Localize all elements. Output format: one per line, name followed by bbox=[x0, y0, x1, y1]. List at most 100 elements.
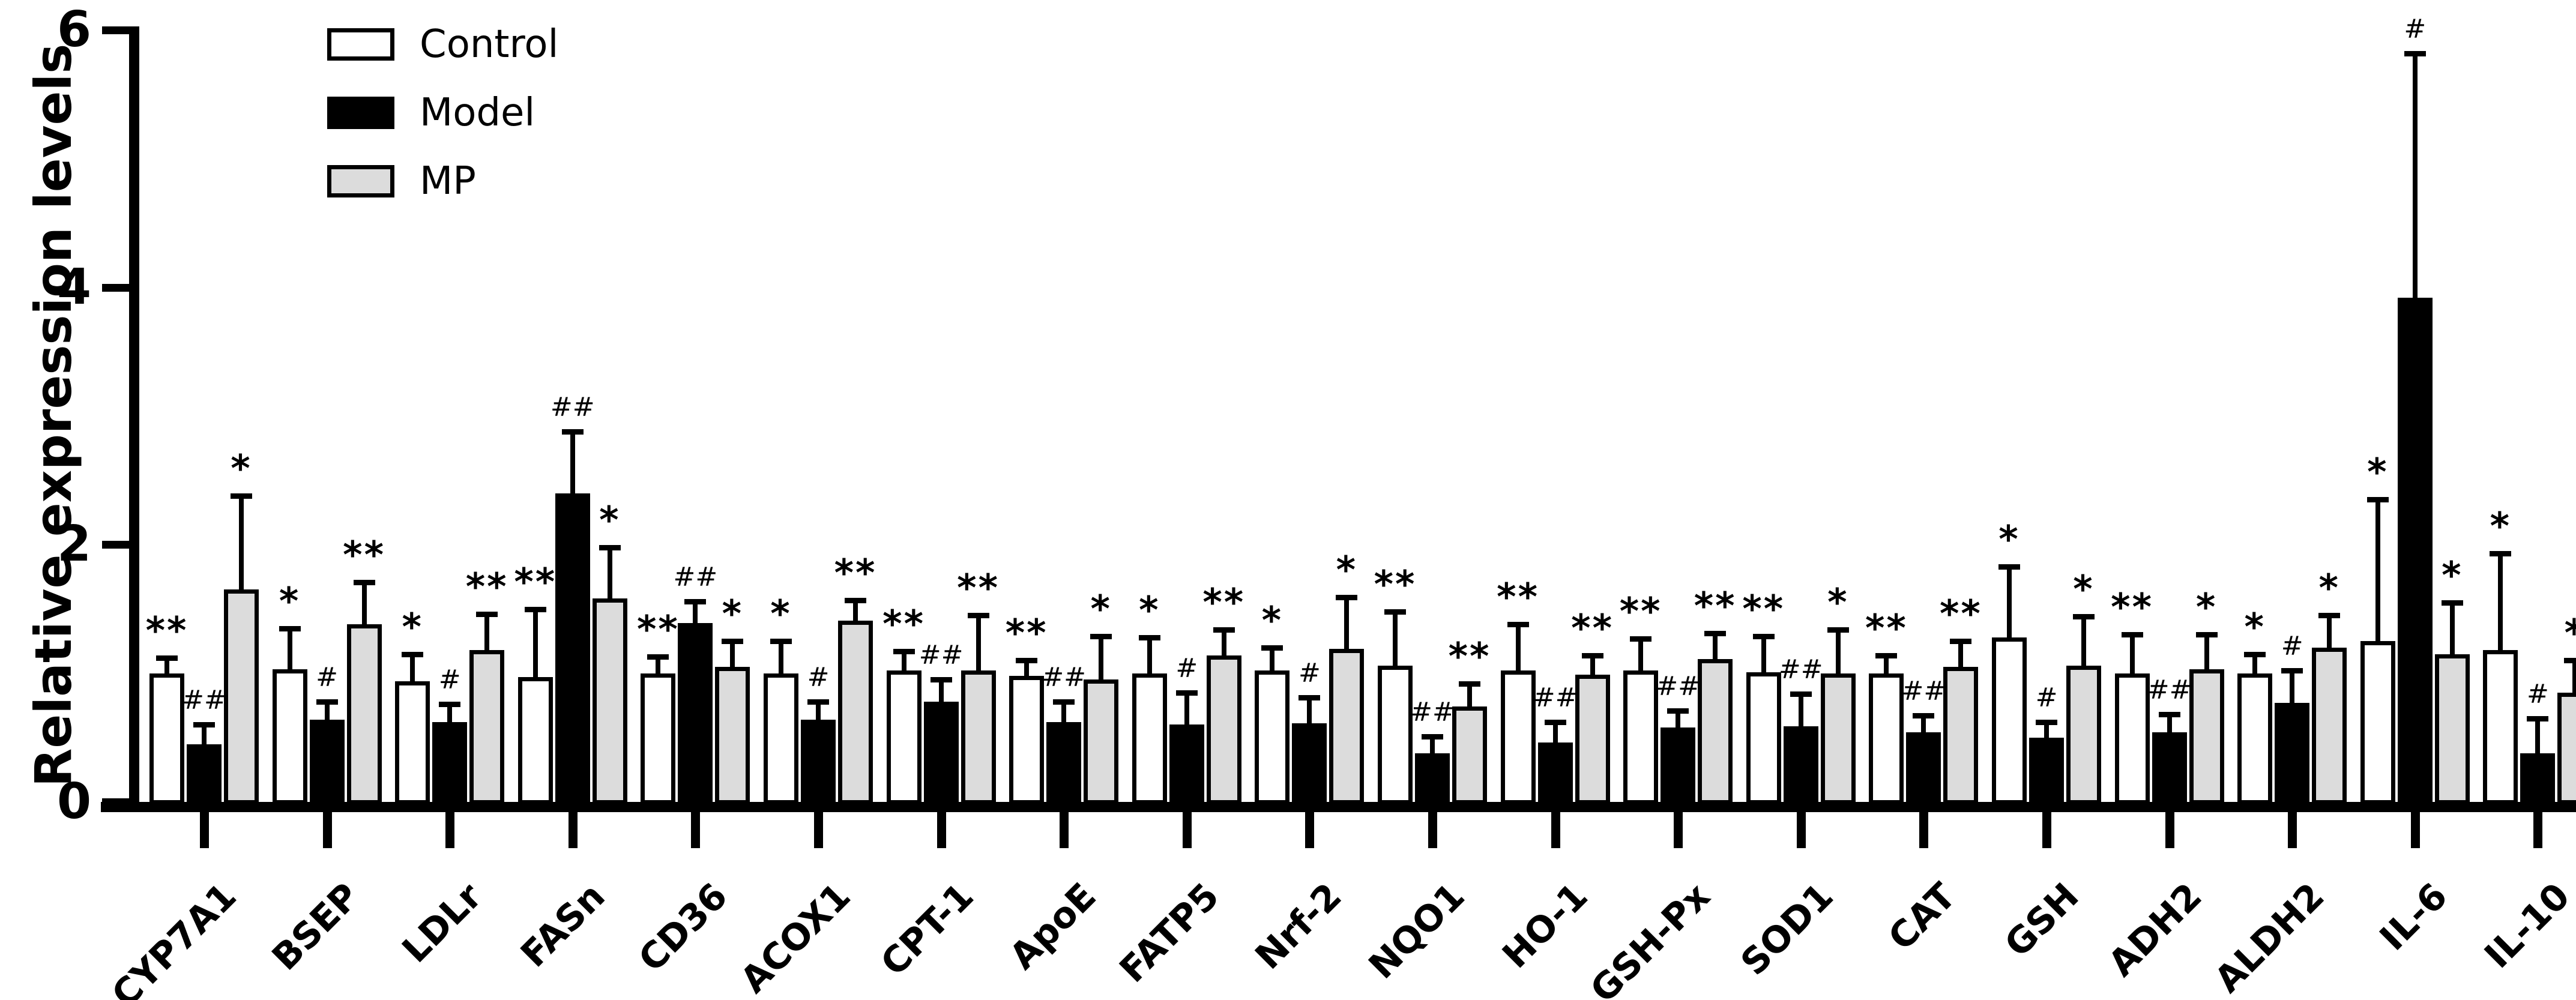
bar-model-SOD1 bbox=[1783, 726, 1818, 804]
legend-swatch-model bbox=[327, 97, 394, 129]
y-tick-label-2: 2 bbox=[56, 516, 91, 573]
x-axis-line bbox=[101, 802, 2576, 812]
error-cap-model-FATP5 bbox=[1175, 690, 1198, 696]
error-cap-mp-CAT bbox=[1950, 639, 1972, 645]
bar-control-ApoE bbox=[1009, 675, 1045, 804]
bar-mp-CD36 bbox=[715, 666, 750, 804]
error-bar-control-BSEP bbox=[287, 628, 292, 684]
annotation-model-Nrf-2: # bbox=[1298, 658, 1321, 689]
annotation-model-NQO1: ## bbox=[1410, 696, 1455, 727]
annotation-mp-GSH: * bbox=[2073, 567, 2095, 612]
annotation-model-BSEP: # bbox=[316, 661, 339, 693]
y-tick-label-0: 0 bbox=[56, 773, 91, 830]
error-bar-model-HO-1 bbox=[1552, 722, 1558, 758]
error-cap-control-CPT-1 bbox=[893, 649, 915, 655]
error-bar-model-GSH bbox=[2044, 722, 2049, 752]
legend-label-control: Control bbox=[420, 22, 559, 67]
bar-model-IL-10 bbox=[2520, 753, 2556, 804]
error-bar-model-GSH-Px bbox=[1676, 710, 1681, 742]
annotation-model-CYP7A1: ## bbox=[182, 685, 226, 716]
legend-item-control: Control bbox=[327, 17, 558, 72]
x-axis-group-tick bbox=[1428, 807, 1437, 848]
annotation-mp-GSH-Px: ** bbox=[1694, 584, 1737, 628]
x-axis-group-tick bbox=[1796, 807, 1806, 848]
error-cap-model-CYP7A1 bbox=[193, 722, 215, 728]
bar-control-BSEP bbox=[272, 669, 307, 804]
x-axis-group-tick bbox=[568, 807, 578, 848]
error-bar-model-ALDH2 bbox=[2290, 670, 2295, 717]
annotation-control-FASn: ** bbox=[514, 559, 557, 604]
error-cap-model-ApoE bbox=[1053, 699, 1075, 705]
error-bar-mp-CPT-1 bbox=[976, 615, 981, 685]
error-bar-mp-ALDH2 bbox=[2327, 615, 2332, 662]
error-bar-mp-GSH bbox=[2081, 616, 2086, 680]
bar-control-LDLr bbox=[395, 681, 430, 804]
error-bar-control-NQO1 bbox=[1393, 611, 1398, 680]
error-cap-control-BSEP bbox=[279, 625, 301, 631]
bar-mp-SOD1 bbox=[1820, 673, 1856, 804]
error-bar-mp-FATP5 bbox=[1221, 629, 1226, 670]
bar-mp-ApoE bbox=[1084, 679, 1119, 804]
error-bar-control-CYP7A1 bbox=[164, 657, 169, 688]
bar-control-FASn bbox=[517, 677, 553, 804]
x-axis-group-tick bbox=[1551, 807, 1560, 848]
error-bar-model-BSEP bbox=[324, 701, 330, 734]
bar-mp-IL-10 bbox=[2557, 692, 2576, 804]
x-axis-group-tick bbox=[2165, 807, 2174, 848]
error-cap-model-ACOX1 bbox=[807, 699, 829, 705]
bar-control-ACOX1 bbox=[764, 673, 798, 804]
annotation-control-NQO1: ** bbox=[1374, 562, 1417, 606]
error-bar-control-CAT bbox=[1884, 655, 1889, 688]
annotation-control-GSH: * bbox=[1998, 517, 2020, 561]
annotation-control-LDLr: * bbox=[402, 604, 423, 649]
bar-model-GSH bbox=[2029, 737, 2064, 804]
annotation-control-FATP5: * bbox=[1139, 588, 1160, 632]
legend-item-model: Model bbox=[327, 85, 558, 140]
error-bar-mp-CYP7A1 bbox=[239, 495, 244, 604]
bar-model-HO-1 bbox=[1537, 742, 1573, 804]
error-cap-model-SOD1 bbox=[1790, 691, 1812, 697]
error-cap-mp-CYP7A1 bbox=[231, 493, 252, 499]
legend-label-model: Model bbox=[420, 91, 535, 135]
annotation-model-IL-6: # bbox=[2404, 13, 2427, 44]
annotation-mp-SOD1: * bbox=[1827, 580, 1849, 624]
annotation-model-FATP5: # bbox=[1175, 652, 1198, 684]
annotation-mp-IL-10: * bbox=[2524, 611, 2576, 655]
bar-model-ApoE bbox=[1046, 722, 1082, 804]
error-cap-control-IL-6 bbox=[2366, 497, 2389, 503]
annotation-model-CD36: ## bbox=[673, 561, 718, 592]
error-bar-control-ADH2 bbox=[2129, 634, 2135, 688]
error-cap-control-LDLr bbox=[402, 651, 424, 657]
error-bar-mp-ApoE bbox=[1099, 636, 1104, 694]
annotation-control-ALDH2: * bbox=[2244, 604, 2266, 649]
bar-mp-CYP7A1 bbox=[224, 589, 259, 804]
annotation-model-CAT: ## bbox=[1901, 676, 1946, 707]
error-bar-model-IL-6 bbox=[2412, 53, 2418, 312]
error-cap-control-ApoE bbox=[1016, 658, 1038, 664]
annotation-control-ACOX1: * bbox=[770, 592, 792, 636]
error-cap-model-CPT-1 bbox=[930, 677, 952, 683]
error-bar-control-IL-10 bbox=[2498, 553, 2503, 665]
annotation-mp-FATP5: ** bbox=[1202, 580, 1246, 624]
bar-mp-GSH bbox=[2066, 665, 2101, 804]
annotation-mp-CD36: * bbox=[722, 592, 744, 636]
annotation-mp-IL-6: * bbox=[2442, 553, 2463, 597]
error-bar-mp-HO-1 bbox=[1590, 655, 1595, 689]
error-cap-model-FASn bbox=[561, 429, 584, 435]
annotation-control-CD36: ** bbox=[636, 607, 680, 651]
error-bar-mp-LDLr bbox=[484, 614, 490, 665]
error-bar-model-Nrf-2 bbox=[1307, 697, 1312, 738]
bar-control-CAT bbox=[1869, 673, 1904, 804]
x-axis-group-tick bbox=[1674, 807, 1683, 848]
error-bar-mp-CD36 bbox=[730, 641, 735, 681]
error-bar-control-SOD1 bbox=[1761, 636, 1766, 687]
error-cap-mp-SOD1 bbox=[1827, 627, 1849, 633]
error-bar-model-FATP5 bbox=[1184, 692, 1189, 739]
error-bar-control-IL-6 bbox=[2375, 499, 2380, 656]
error-bar-control-FATP5 bbox=[1147, 637, 1152, 688]
annotation-control-ApoE: ** bbox=[1005, 611, 1048, 655]
annotation-mp-ApoE: * bbox=[1090, 586, 1112, 631]
annotation-model-GSH: # bbox=[2035, 682, 2058, 714]
x-axis-group-tick bbox=[2042, 807, 2051, 848]
